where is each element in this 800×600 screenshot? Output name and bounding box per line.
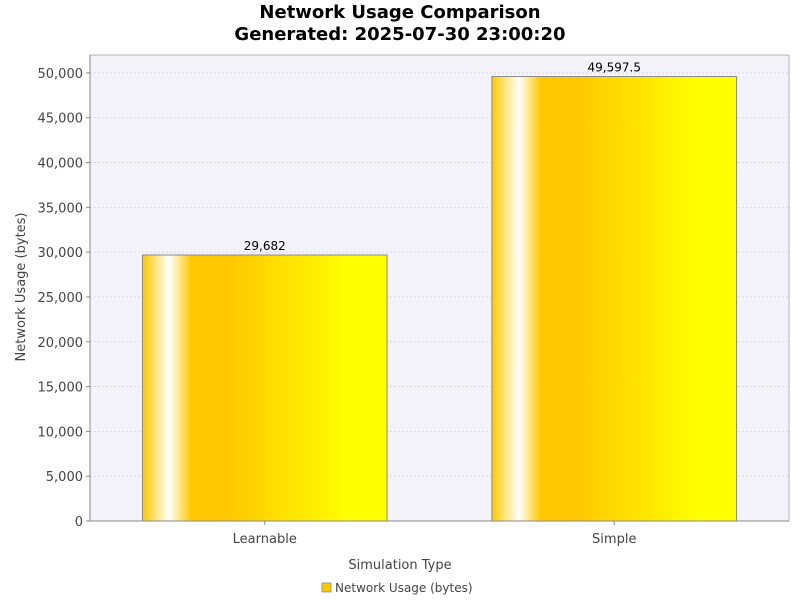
y-tick-label: 5,000 [46,470,83,485]
x-tick-label: Learnable [233,532,297,547]
y-tick-label: 40,000 [38,157,84,172]
y-tick-label: 35,000 [38,201,84,216]
y-tick-label: 50,000 [38,67,84,82]
y-tick-label: 30,000 [38,246,84,261]
chart-subtitle: Generated: 2025-07-30 23:00:20 [234,24,565,45]
value-labels: 29,682 49,597.5 [244,61,641,253]
bar-simple [491,76,738,522]
legend: Network Usage (bytes) [321,581,473,595]
value-label: 29,682 [244,239,286,253]
y-tick-label: 20,000 [38,336,84,351]
legend-swatch [321,582,332,593]
legend-label: Network Usage (bytes) [335,581,473,595]
y-tick-label: 15,000 [38,381,84,396]
x-tick-label: Simple [592,532,636,547]
y-tick-label: 0 [75,515,83,530]
x-tick-labels: Learnable Simple [233,521,636,547]
y-tick-label: 25,000 [38,291,84,306]
y-tick-label: 45,000 [38,112,84,127]
axes [89,55,789,522]
bar-learnable [141,254,388,522]
chart-title: Network Usage Comparison [259,2,540,23]
y-axis-label: Network Usage (bytes) [14,212,29,361]
y-tick-label: 10,000 [38,425,84,440]
bars [141,76,738,522]
value-label: 49,597.5 [588,61,641,75]
x-axis-label: Simulation Type [348,558,451,573]
y-tick-labels: 0 5,000 10,000 15,000 20,000 25,000 30,000 35,0… [38,67,90,530]
